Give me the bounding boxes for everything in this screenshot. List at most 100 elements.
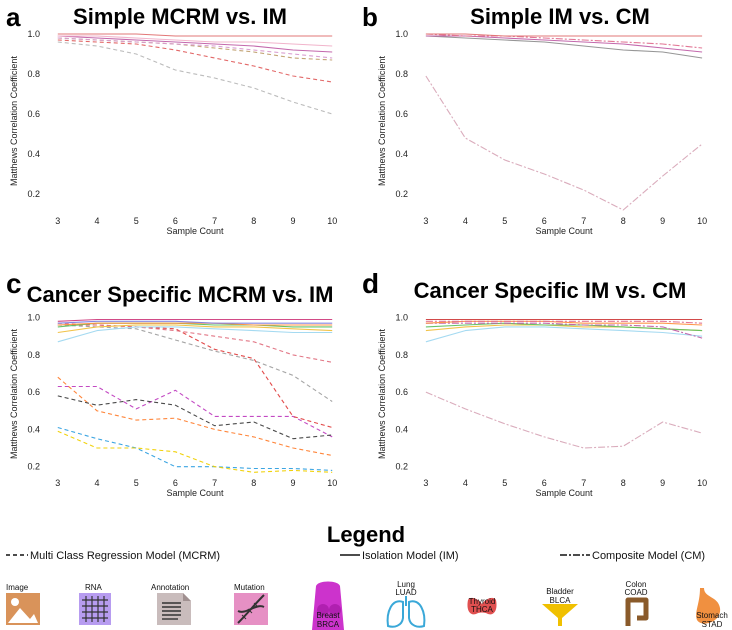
series-line-mcrm	[57, 324, 333, 429]
legend: Legend Multi Class Regression Model (MCR…	[6, 522, 705, 562]
x-tick-label: 8	[621, 216, 626, 226]
rna-icon	[79, 593, 111, 625]
panel-title-a: Simple MCRM vs. IM	[73, 4, 287, 29]
x-axis-label: Sample Count	[535, 226, 593, 236]
rna-label: RNA	[85, 583, 103, 592]
x-tick-label: 7	[212, 478, 217, 488]
y-tick-label: 0.8	[27, 69, 40, 79]
stomach-label: Stomach	[696, 611, 728, 620]
series-line-mcrm	[57, 324, 333, 402]
thca-label: THCA	[471, 605, 493, 614]
panel-letter-d: d	[362, 268, 379, 299]
x-tick-label: 7	[581, 216, 586, 226]
x-axis-label: Sample Count	[166, 488, 224, 498]
x-axis-label: Sample Count	[535, 488, 593, 498]
x-tick-label: 8	[251, 216, 256, 226]
series-line-im	[57, 324, 333, 334]
x-tick-label: 10	[327, 478, 337, 488]
x-tick-label: 9	[660, 478, 665, 488]
x-tick-label: 9	[660, 216, 665, 226]
x-tick-label: 3	[423, 478, 428, 488]
series-line-im	[425, 35, 703, 53]
y-tick-label: 0.6	[27, 109, 40, 119]
y-axis-label: Matthews Correlation Coefficient	[377, 56, 387, 186]
y-tick-label: 0.2	[395, 189, 408, 199]
panel-letter-b: b	[362, 2, 378, 32]
legend-im-label: Isolation Model (IM)	[362, 550, 459, 562]
x-tick-label: 6	[173, 216, 178, 226]
y-tick-label: 0.6	[395, 109, 408, 119]
series-line-cm	[425, 391, 703, 449]
panel-c: c Cancer Specific MCRM vs. IM 0.2 0.4 0.6 0.8…	[6, 268, 337, 498]
y-tick-label: 0.8	[395, 69, 408, 79]
x-tick-label: 9	[290, 478, 295, 488]
series-line-mcrm	[57, 322, 333, 363]
x-tick-label: 7	[212, 216, 217, 226]
stomach-icon: Stomach STAD	[696, 588, 728, 629]
series-line-mcrm	[57, 41, 333, 115]
y-tick-label: 1.0	[27, 313, 40, 323]
y-tick-label: 0.8	[395, 350, 408, 360]
image-label: Image	[6, 583, 29, 592]
series-line-im	[425, 322, 703, 332]
brca-label: BRCA	[317, 620, 340, 629]
y-axis-label: Matthews Correlation Coefficient	[9, 56, 19, 186]
series-line-mcrm	[57, 39, 333, 83]
series-line-im	[425, 33, 703, 37]
x-tick-label: 8	[621, 478, 626, 488]
bladder-label: Bladder	[546, 587, 574, 596]
coad-label: COAD	[624, 588, 647, 597]
x-tick-label: 7	[581, 478, 586, 488]
x-tick-label: 5	[134, 216, 139, 226]
x-tick-label: 4	[94, 216, 99, 226]
series-line-mcrm	[57, 37, 333, 59]
panel-a: a Simple MCRM vs. IM 0.2 0.4 0.6 0.8 1.0 3 4 5 6 7 8…	[6, 2, 337, 236]
breast-label: Breast	[316, 611, 340, 620]
series-line-im	[57, 318, 333, 322]
series-line-im	[57, 33, 333, 37]
series-line-im	[57, 320, 333, 324]
colon-icon: Colon COAD	[624, 580, 649, 626]
y-tick-label: 1.0	[395, 313, 408, 323]
annotation-icon	[157, 593, 191, 625]
series-line-cm	[425, 320, 703, 324]
series-line-im	[57, 322, 333, 326]
series-line-im	[57, 35, 333, 47]
y-axis-label: Matthews Correlation Coefficient	[9, 329, 19, 459]
legend-title: Legend	[327, 522, 405, 547]
series-line-mcrm	[57, 376, 333, 457]
series-line-cm	[425, 33, 703, 49]
x-tick-label: 5	[134, 478, 139, 488]
cancer-icons: Breast BRCA Lung LUAD Thyroid THCA Bladd…	[312, 580, 728, 630]
y-tick-label: 0.6	[395, 387, 408, 397]
x-tick-label: 5	[502, 478, 507, 488]
lung-icon: Lung LUAD	[386, 580, 426, 628]
series-line-mcrm	[57, 395, 333, 440]
breast-icon: Breast BRCA	[312, 581, 344, 630]
panel-title-c: Cancer Specific MCRM vs. IM	[27, 282, 334, 307]
mutation-dna-icon	[234, 593, 268, 625]
panel-letter-a: a	[6, 2, 21, 32]
legend-cm-label: Composite Model (CM)	[592, 550, 705, 562]
modality-icons: Image RNA Annotation M	[6, 583, 268, 625]
image-icon	[6, 593, 40, 625]
x-tick-label: 6	[173, 478, 178, 488]
x-tick-label: 9	[290, 216, 295, 226]
thyroid-icon: Thyroid THCA	[467, 597, 497, 615]
y-tick-label: 0.2	[27, 189, 40, 199]
x-tick-label: 10	[697, 478, 707, 488]
panel-b: b Simple IM vs. CM 0.2 0.4 0.6 0.8 1.0 3 4 5 6 7 8 9 1…	[362, 2, 707, 236]
stad-label: STAD	[702, 620, 723, 629]
annotation-label: Annotation	[151, 583, 189, 592]
legend-mcrm-label: Multi Class Regression Model (MCRM)	[30, 550, 220, 562]
y-tick-label: 0.6	[27, 387, 40, 397]
thyroid-label: Thyroid	[469, 597, 496, 606]
luad-label: LUAD	[395, 588, 417, 597]
y-tick-label: 0.4	[27, 149, 40, 159]
panel-letter-c: c	[6, 268, 22, 299]
x-tick-label: 3	[55, 216, 60, 226]
x-tick-label: 10	[327, 216, 337, 226]
y-tick-label: 1.0	[395, 29, 408, 39]
x-tick-label: 5	[502, 216, 507, 226]
